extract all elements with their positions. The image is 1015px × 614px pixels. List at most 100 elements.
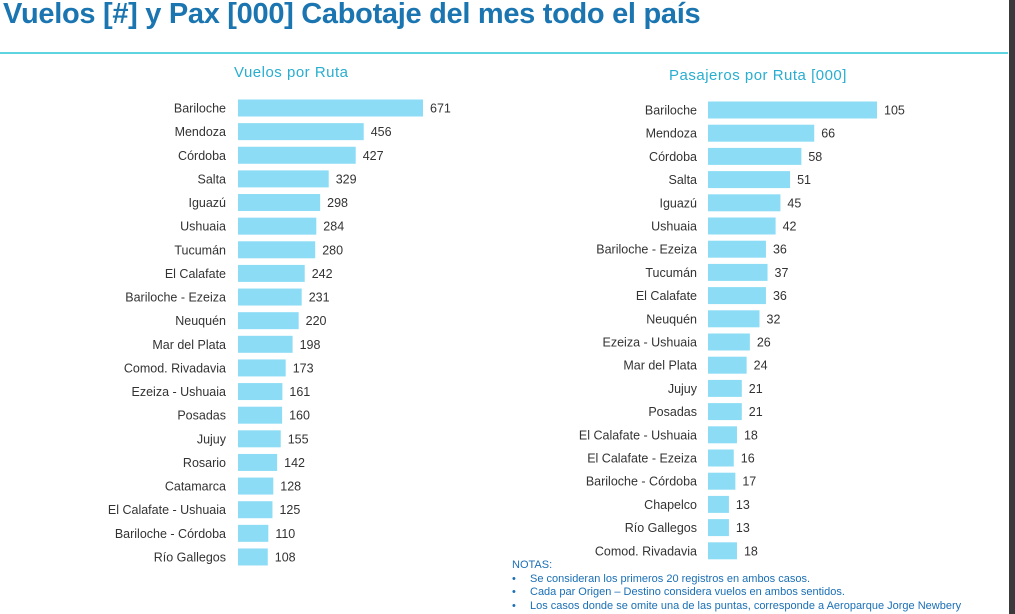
pasajeros-bar: [708, 379, 742, 397]
vuelos-category-label: Río Gallegos: [154, 550, 226, 564]
vuelos-bar: [238, 217, 317, 235]
pasajeros-value-label: 18: [744, 428, 758, 442]
pasajeros-category-label: Chapelco: [644, 498, 697, 512]
vuelos-value-label: 456: [371, 125, 392, 139]
page-title: Vuelos [#] y Pax [000] Cabotaje del mes …: [3, 0, 701, 30]
vuelos-category-label: Salta: [198, 172, 227, 186]
pasajeros-value-label: 24: [754, 359, 768, 373]
vuelos-value-label: 155: [288, 432, 309, 446]
vuelos-bar: [238, 406, 283, 424]
pasajeros-category-label: El Calafate: [636, 289, 697, 303]
pasajeros-value-label: 51: [797, 173, 811, 187]
vuelos-value-label: 220: [306, 314, 327, 328]
pasajeros-value-label: 17: [742, 475, 756, 489]
pasajeros-category-label: Mendoza: [646, 127, 697, 141]
pasajeros-category-label: Ushuaia: [651, 220, 697, 234]
pasajeros-bar: [708, 124, 815, 142]
chart-title-pasajeros: Pasajeros por Ruta [000]: [669, 67, 847, 84]
vuelos-bar: [238, 99, 423, 117]
vuelos-value-label: 198: [300, 338, 321, 352]
pasajeros-value-label: 13: [736, 498, 750, 512]
pasajeros-bar: [708, 495, 729, 513]
vuelos-category-label: Mendoza: [175, 125, 226, 139]
pasajeros-value-label: 42: [783, 220, 797, 234]
vuelos-bar: [238, 264, 305, 282]
pasajeros-bar: [708, 287, 766, 305]
vuelos-category-label: El Calafate: [165, 267, 226, 281]
pasajeros-bar: [708, 263, 768, 281]
pasajeros-value-label: 13: [736, 521, 750, 535]
note-item: Cada par Origen – Destino considera vuel…: [512, 586, 961, 600]
pasajeros-bar: [708, 449, 734, 467]
vuelos-bar: [238, 194, 321, 212]
vuelos-value-label: 242: [312, 267, 333, 281]
vuelos-value-label: 284: [323, 220, 344, 234]
pasajeros-bar: [708, 101, 877, 119]
vuelos-value-label: 231: [309, 291, 330, 305]
note-item: Los casos donde se omite una de las punt…: [512, 600, 961, 614]
pasajeros-bar: [708, 403, 742, 421]
pasajeros-value-label: 37: [775, 266, 789, 280]
vuelos-bar: [238, 146, 356, 164]
pasajeros-bar: [708, 356, 747, 374]
pasajeros-category-label: Bariloche - Ezeiza: [596, 243, 697, 257]
vuelos-bar: [238, 241, 316, 259]
pasajeros-value-label: 32: [767, 312, 781, 326]
pasajeros-value-label: 16: [741, 452, 755, 466]
pasajeros-value-label: 36: [773, 289, 787, 303]
vuelos-category-label: Bariloche: [174, 102, 226, 116]
vuelos-category-label: Neuquén: [175, 314, 226, 328]
vuelos-value-label: 110: [275, 527, 295, 541]
pasajeros-category-label: Iguazú: [659, 196, 697, 210]
pasajeros-category-label: Posadas: [648, 405, 697, 419]
pasajeros-category-label: Río Gallegos: [625, 521, 697, 535]
pasajeros-value-label: 21: [749, 382, 763, 396]
vuelos-category-label: Catamarca: [165, 480, 226, 494]
vuelos-bar: [238, 548, 268, 566]
pasajeros-bar: [708, 240, 766, 258]
vuelos-category-label: Comod. Rivadavia: [124, 361, 226, 375]
vuelos-value-label: 160: [289, 409, 310, 423]
pasajeros-category-label: Jujuy: [668, 382, 698, 396]
vuelos-category-label: Ushuaia: [180, 220, 226, 234]
vuelos-category-label: Mar del Plata: [152, 338, 226, 352]
vuelos-category-label: Córdoba: [178, 149, 226, 163]
vuelos-value-label: 173: [293, 361, 314, 375]
vuelos-bar: [238, 359, 286, 377]
pasajeros-value-label: 66: [821, 127, 835, 141]
vuelos-bar: [238, 501, 273, 519]
pasajeros-value-label: 45: [787, 196, 801, 210]
title-divider: [0, 52, 1008, 54]
pasajeros-bar: [708, 147, 802, 165]
vuelos-bar: [238, 123, 364, 141]
vuelos-bar: [238, 430, 281, 448]
vuelos-category-label: Bariloche - Ezeiza: [125, 291, 226, 305]
vuelos-value-label: 671: [430, 102, 451, 116]
pasajeros-bar: [708, 426, 737, 444]
vuelos-value-label: 142: [284, 456, 305, 470]
vuelos-category-label: Jujuy: [197, 432, 227, 446]
vuelos-bar: [238, 477, 274, 495]
pasajeros-value-label: 26: [757, 336, 771, 350]
window-edge: [1009, 0, 1015, 614]
vuelos-category-label: El Calafate - Ushuaia: [108, 503, 226, 517]
vuelos-category-label: Bariloche - Córdoba: [115, 527, 226, 541]
pasajeros-bar: [708, 194, 781, 212]
pasajeros-category-label: El Calafate - Ushuaia: [579, 428, 697, 442]
vuelos-category-label: Posadas: [177, 409, 226, 423]
pasajeros-value-label: 105: [884, 104, 905, 118]
vuelos-bar: [238, 453, 278, 471]
notes-heading: NOTAS:: [512, 559, 553, 571]
vuelos-category-label: Tucumán: [174, 243, 226, 257]
pasajeros-value-label: 18: [744, 544, 758, 558]
vuelos-value-label: 128: [280, 480, 301, 494]
notes: NOTAS: Se consideran los primeros 20 reg…: [512, 559, 961, 613]
pasajeros-category-label: Ezeiza - Ushuaia: [603, 336, 698, 350]
note-item: Se consideran los primeros 20 registros …: [512, 573, 961, 587]
pasajeros-category-label: Bariloche - Córdoba: [586, 475, 697, 489]
pasajeros-bar: [708, 519, 729, 537]
pasajeros-category-label: Neuquén: [646, 312, 697, 326]
pasajeros-bar: [708, 171, 791, 189]
pasajeros-bar: [708, 472, 736, 490]
